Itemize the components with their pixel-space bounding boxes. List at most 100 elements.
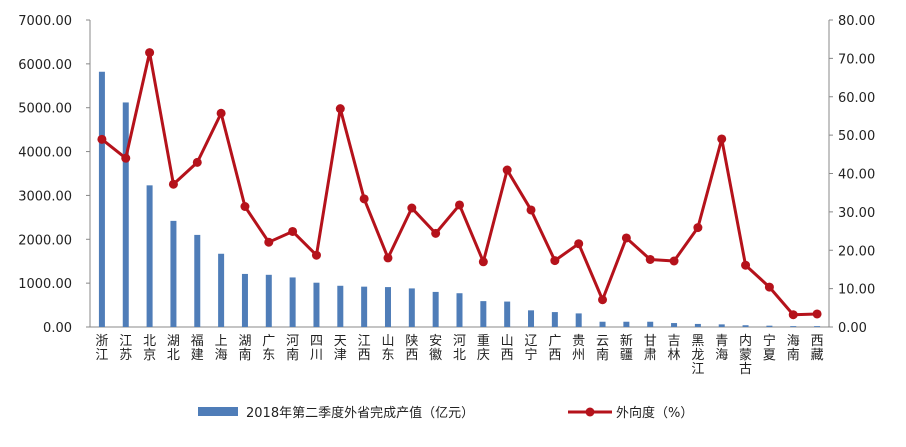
category-label: 重庆: [477, 333, 490, 363]
bar-陕西: [408, 288, 415, 327]
category-label: 宁夏: [763, 333, 776, 363]
bar-江西: [361, 286, 368, 327]
left-tick-label: 6000.00: [18, 58, 72, 73]
category-label: 河南: [286, 334, 299, 363]
category-label: 天津: [334, 334, 347, 363]
category-label: 广东: [262, 334, 275, 363]
category-label: 四川: [310, 334, 323, 363]
line-point-西藏: [812, 309, 822, 319]
left-axis-ticks: 0.00 1000.00 2000.00 3000.00 4000.00 5000.00 6…: [18, 14, 90, 336]
category-label: 海南: [787, 334, 800, 363]
bar-海南: [790, 326, 797, 327]
category-label: 湖北: [167, 334, 180, 363]
category-label: 黑龙江: [691, 334, 704, 377]
bar-series: [98, 71, 821, 327]
line-point-云南: [598, 295, 608, 305]
bar-北京: [146, 185, 153, 327]
bar-宁夏: [766, 325, 773, 327]
line-point-山东: [383, 253, 393, 263]
right-tick-label: 80.00: [838, 14, 875, 29]
bar-上海: [218, 253, 225, 327]
category-label: 内蒙古: [739, 333, 752, 377]
category-label: 江苏: [119, 334, 132, 363]
category-label: 西藏: [811, 334, 824, 363]
category-label: 贵州: [572, 334, 585, 363]
legend-line-label: 外向度（%）: [616, 405, 693, 421]
line-point-河北: [455, 200, 464, 210]
bar-河北: [456, 293, 463, 327]
bar-黑龙江: [694, 323, 701, 327]
line-point-安徽: [431, 228, 441, 238]
bar-内蒙古: [742, 325, 749, 327]
line-point-吉林: [669, 256, 679, 266]
category-label: 新疆: [620, 333, 633, 363]
line-point-湖南: [240, 202, 250, 212]
line-point-北京: [145, 48, 155, 58]
category-label: 陕西: [405, 334, 418, 363]
bar-云南: [599, 321, 606, 327]
left-tick-label: 3000.00: [18, 189, 72, 204]
right-tick-label: 50.00: [838, 129, 875, 144]
left-tick-label: 1000.00: [18, 277, 72, 292]
left-tick-label: 5000.00: [18, 102, 72, 117]
right-tick-label: 0.00: [838, 321, 867, 336]
bar-新疆: [623, 321, 630, 327]
right-axis: 0.00 10.00 20.00 30.00 40.00 50.00 60.00 70.00 8…: [828, 14, 875, 336]
right-tick-label: 20.00: [838, 244, 875, 259]
category-label: 山西: [501, 334, 514, 363]
right-tick-label: 40.00: [838, 168, 875, 183]
left-tick-label: 4000.00: [18, 146, 72, 161]
line-point-江苏: [121, 153, 131, 163]
category-label: 浙江: [95, 334, 108, 363]
line-point-重庆: [478, 257, 488, 267]
right-tick-label: 70.00: [838, 52, 875, 67]
bar-广东: [265, 274, 272, 327]
category-label: 广西: [548, 334, 561, 363]
category-label: 辽宁: [525, 334, 538, 363]
line-point-贵州: [574, 239, 584, 249]
bar-西藏: [814, 326, 821, 327]
legend-line-marker: [585, 407, 595, 417]
right-axis-ticks: 0.00 10.00 20.00 30.00 40.00 50.00 60.00 70.00 8…: [829, 14, 875, 336]
bar-湖南: [241, 273, 248, 327]
bar-贵州: [575, 313, 582, 327]
line-point-陕西: [407, 203, 417, 213]
line-point-上海: [216, 108, 226, 118]
bar-天津: [337, 285, 344, 327]
line-point-浙江: [97, 134, 107, 144]
bar-甘肃: [647, 321, 654, 327]
category-label: 河北: [453, 334, 466, 363]
bar-四川: [313, 282, 320, 327]
line-point-河南: [288, 226, 298, 236]
bar-福建: [194, 234, 201, 327]
legend-bar-label: 2018年第二季度外省完成产值（亿元）: [246, 405, 474, 421]
right-tick-label: 10.00: [838, 283, 875, 298]
bar-广西: [551, 312, 558, 327]
bar-山东: [384, 287, 391, 327]
category-label: 青海: [715, 334, 728, 363]
line-path: [100, 51, 818, 317]
category-label: 江西: [358, 334, 371, 363]
legend: 2018年第二季度外省完成产值（亿元） 外向度（%）: [198, 405, 693, 421]
category-label: 上海: [215, 334, 228, 363]
line-point-内蒙古: [741, 260, 751, 270]
left-tick-label: 0.00: [43, 321, 72, 336]
bar-安徽: [432, 291, 439, 327]
bar-河南: [289, 277, 296, 327]
left-axis: 0.00 1000.00 2000.00 3000.00 4000.00 5000.00 6…: [18, 14, 91, 336]
line-point-湖北: [168, 179, 178, 189]
category-label: 安徽: [429, 334, 442, 363]
line-point-山西: [502, 165, 512, 175]
line-point-江西: [359, 194, 369, 204]
line-series: [97, 48, 822, 320]
left-tick-label: 2000.00: [18, 233, 72, 248]
bar-辽宁: [528, 310, 535, 327]
line-point-新疆: [621, 233, 631, 243]
bar-湖北: [170, 220, 177, 327]
category-label: 云南: [596, 334, 609, 363]
legend-bar-swatch: [198, 407, 238, 416]
line-point-青海: [717, 134, 727, 144]
category-label: 甘肃: [644, 334, 657, 363]
category-labels: 浙江江苏北京湖北福建上海湖南广东河南四川天津江西山东陕西安徽河北重庆山西辽宁广西…: [95, 333, 823, 377]
